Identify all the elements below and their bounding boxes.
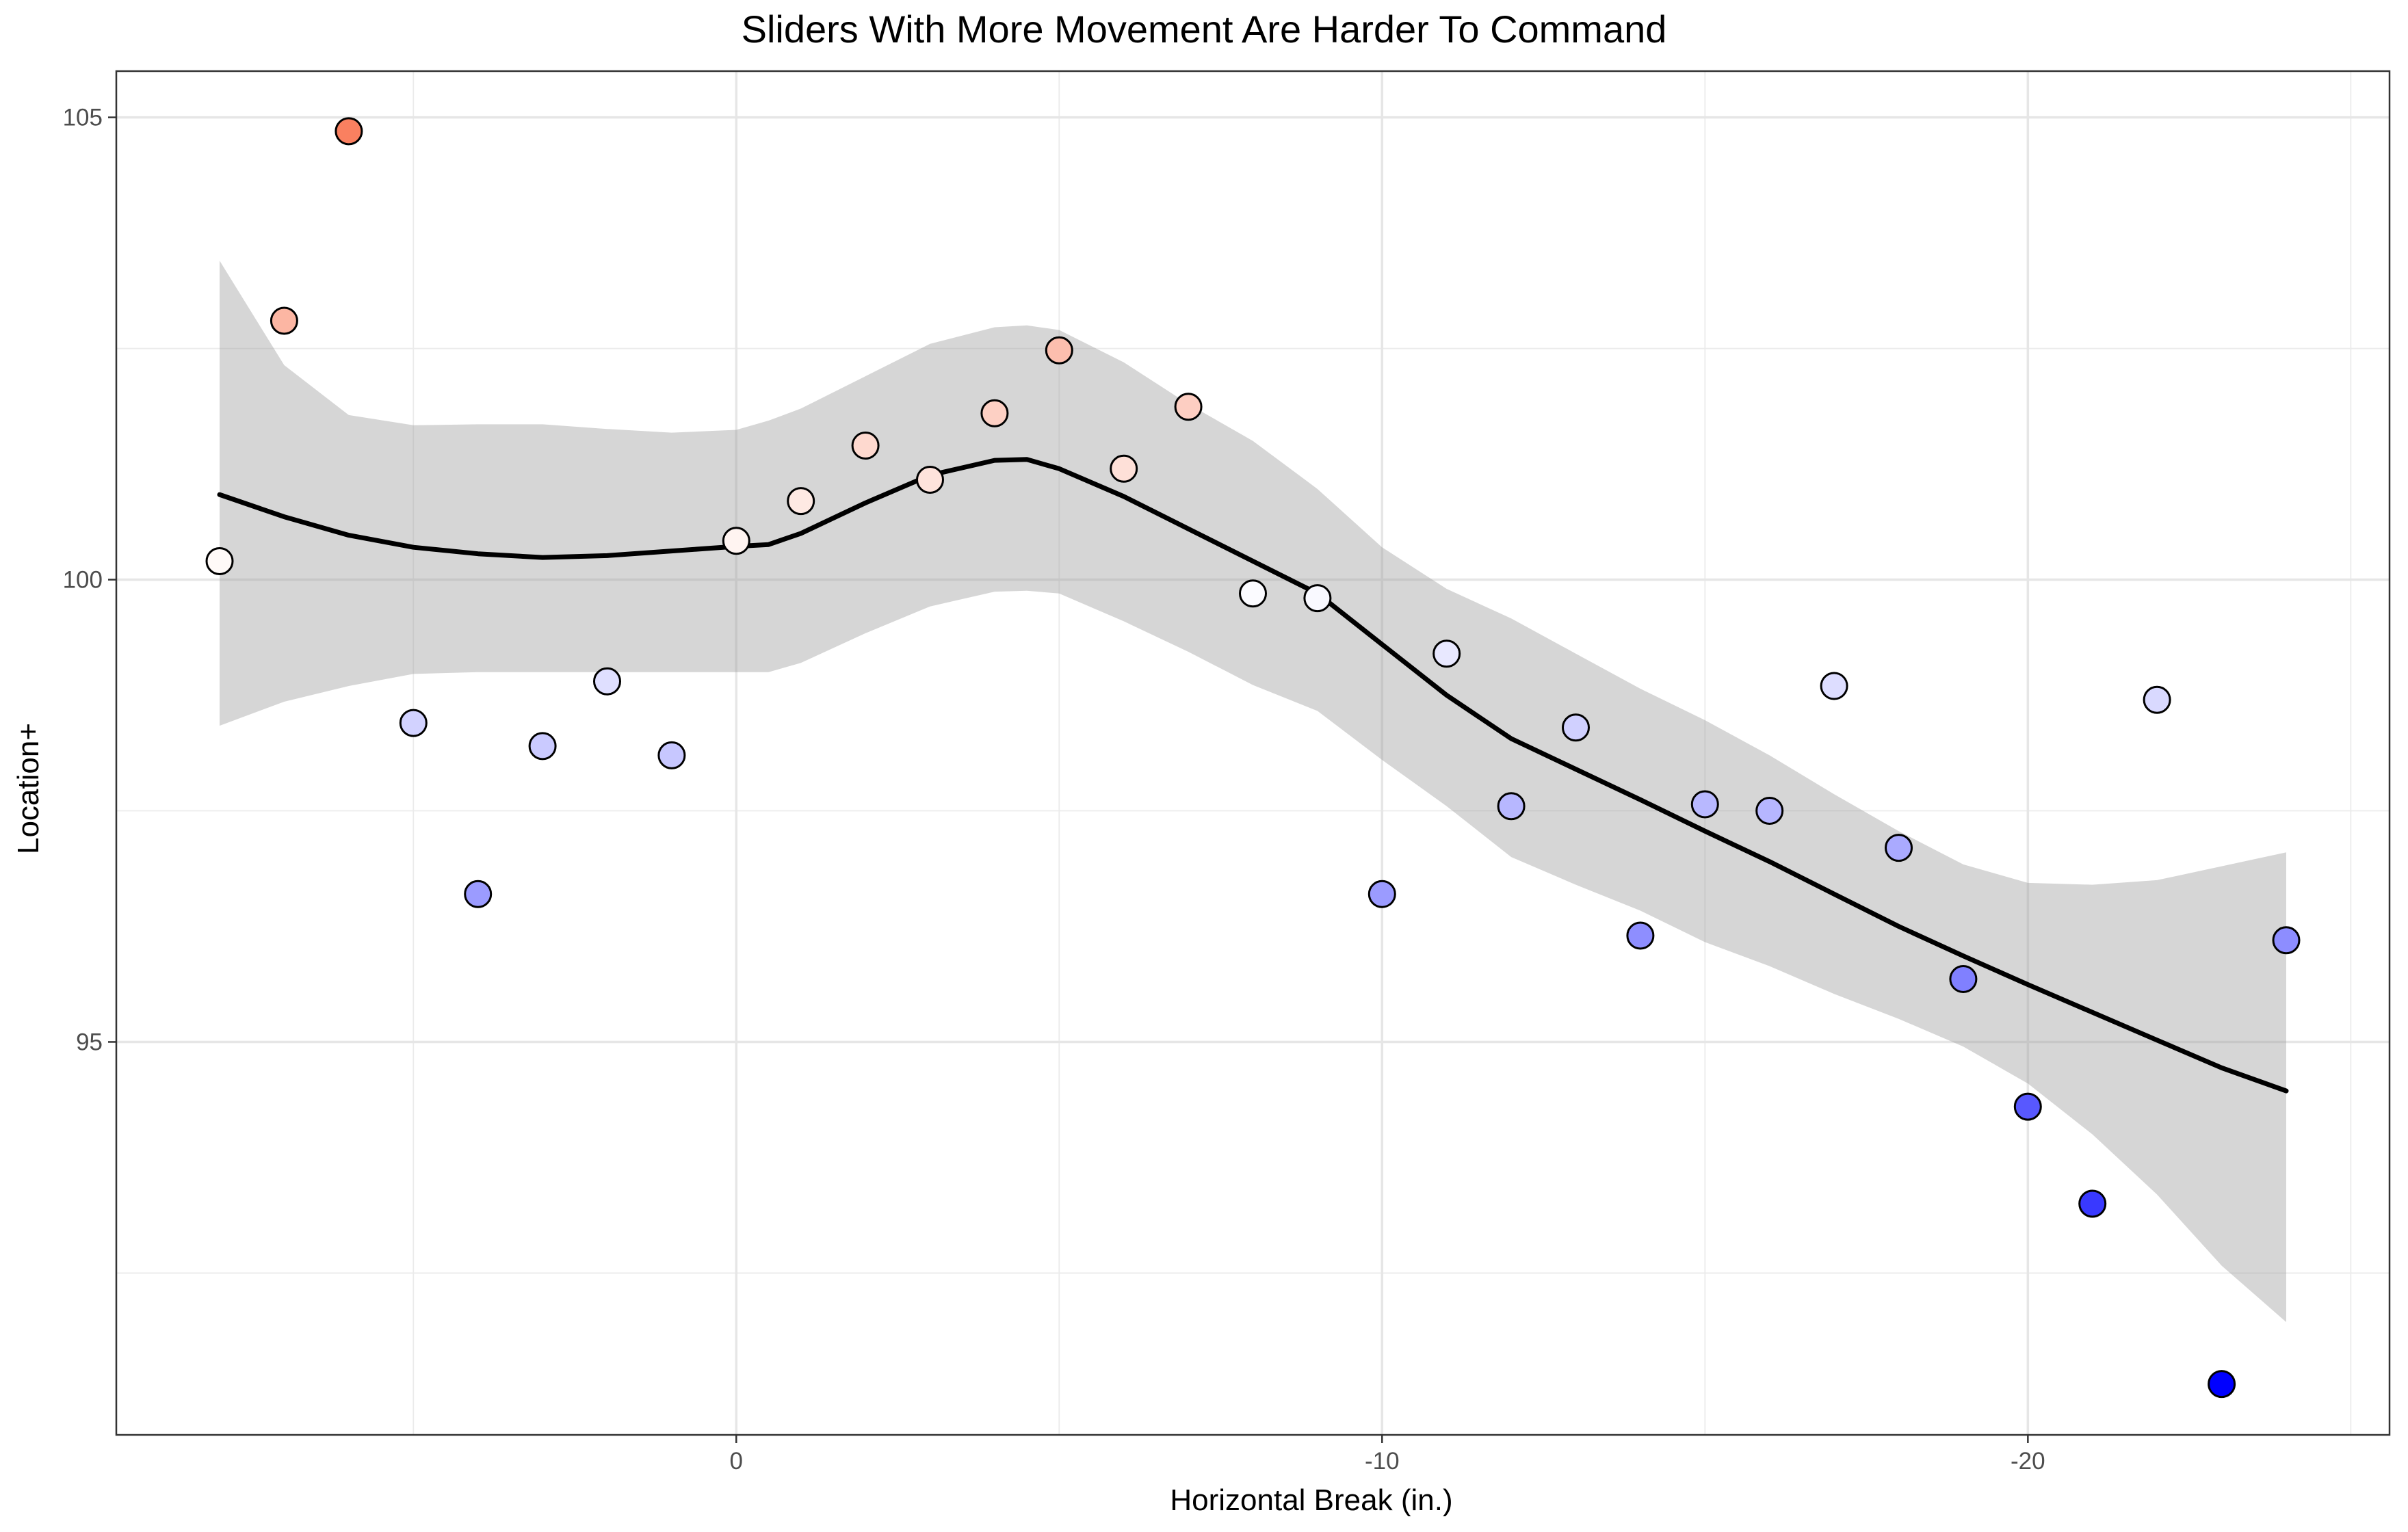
data-point: [851, 432, 880, 460]
minor-gridlines: [116, 71, 2390, 1435]
x-axis-title: Horizontal Break (in.): [1170, 1483, 1452, 1517]
data-point: [1432, 639, 1461, 668]
data-point: [1820, 672, 1848, 700]
x-axis: 0 -10 -20: [730, 1435, 2045, 1475]
plot-area: [115, 70, 2391, 1436]
data-point: [1690, 790, 1719, 819]
data-point: [1239, 579, 1267, 608]
data-point: [787, 487, 815, 516]
data-point: [2013, 1092, 2042, 1121]
data-point: [1626, 921, 1655, 950]
panel-border: [115, 70, 2391, 1436]
data-point: [1367, 880, 1396, 908]
data-point: [1497, 792, 1526, 821]
data-point: [1949, 965, 1978, 993]
data-point: [528, 732, 557, 761]
x-tick-label: -10: [1365, 1448, 1400, 1475]
data-point: [1885, 834, 1913, 862]
data-point: [593, 667, 621, 696]
data-point: [1174, 393, 1203, 421]
y-tick-label: 100: [63, 567, 103, 594]
data-point: [1562, 713, 1590, 742]
x-tick-label: 0: [730, 1448, 743, 1475]
data-point: [1303, 584, 1332, 613]
data-point: [464, 880, 493, 908]
data-point: [916, 466, 944, 494]
data-point: [722, 527, 750, 555]
data-point: [2078, 1189, 2107, 1218]
data-point: [205, 547, 234, 575]
x-tick-label: -20: [2011, 1448, 2045, 1475]
y-axis: 95 100 105: [63, 105, 116, 1055]
data-point: [657, 741, 686, 769]
y-tick-label: 95: [76, 1029, 103, 1055]
data-point: [2143, 685, 2171, 714]
data-point: [2272, 926, 2301, 955]
panel-background: [116, 71, 2390, 1435]
data-point: [399, 709, 428, 737]
data-point: [980, 399, 1009, 427]
data-point: [1110, 454, 1138, 483]
chart-title: Sliders With More Movement Are Harder To…: [742, 8, 1667, 51]
data-point: [270, 306, 298, 335]
data-point: [2208, 1370, 2236, 1399]
confidence-band: [220, 261, 2286, 1323]
major-gridlines: [116, 71, 2390, 1435]
y-axis-title: Location+: [12, 723, 45, 854]
data-point: [335, 117, 363, 146]
data-points: [205, 117, 2301, 1399]
y-tick-label: 105: [63, 105, 103, 131]
data-point: [1045, 336, 1073, 365]
smooth-trend-line: [217, 457, 2289, 1094]
data-point: [1755, 797, 1784, 825]
